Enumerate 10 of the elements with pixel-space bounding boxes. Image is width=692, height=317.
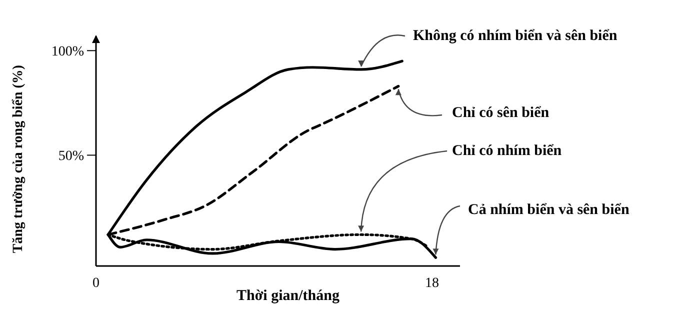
y-tick-label: 50% — [58, 149, 84, 164]
text: Chỉ có sên biển — [452, 105, 550, 121]
y-axis-title: Tăng trưởng của rong biển (%) — [11, 64, 26, 254]
series-label: Không có nhím biển và sên biển — [413, 28, 618, 44]
text: Cả nhím biển và sên biển — [468, 202, 630, 218]
x-tick-label: 18 — [425, 276, 439, 291]
y-tick-label: 100% — [51, 44, 84, 60]
text: Chỉ có nhím biển — [452, 143, 562, 159]
x-tick-label: 0 — [92, 276, 100, 291]
x-axis-title: Thời gian/tháng — [236, 288, 340, 304]
